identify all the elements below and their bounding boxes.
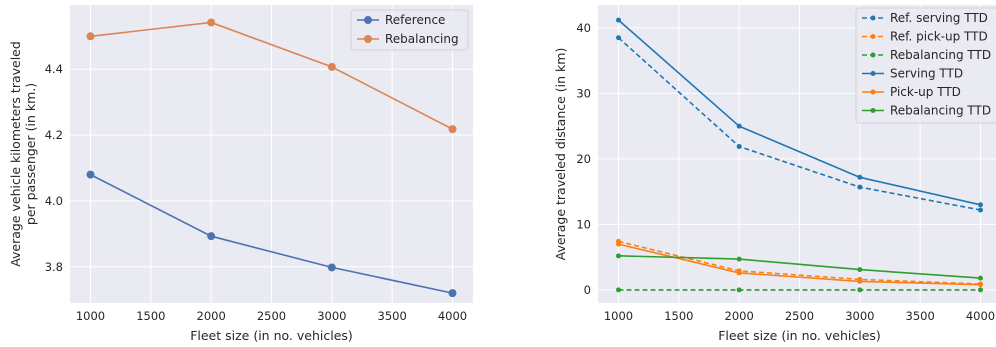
y-tick-label: 10	[576, 217, 591, 231]
x-tick-label: 2500	[785, 309, 814, 323]
legend-marker	[364, 35, 372, 43]
legend-label: Ref. serving TTD	[890, 11, 988, 25]
legend-marker	[871, 71, 876, 76]
chart-vkt-per-passenger: 3.8 4.0 4.2 4.4 1000 1500 2000 2500 3000 3500 400…	[8, 5, 473, 343]
legend-label: Rebalancing TTD	[890, 104, 991, 118]
y-tick-label: 40	[576, 21, 591, 35]
data-point	[978, 202, 983, 207]
data-point	[616, 287, 621, 292]
data-point	[448, 289, 456, 297]
x-ticks-left: 1000 1500 2000 2500 3000 3500 4000	[76, 309, 467, 323]
y-tick-label: 4.2	[45, 128, 63, 142]
data-point	[207, 232, 215, 240]
x-tick-label: 3000	[845, 309, 874, 323]
data-point	[857, 185, 862, 190]
data-point	[737, 287, 742, 292]
y-tick-label: 4.4	[45, 62, 63, 76]
y-tick-label: 4.0	[45, 194, 63, 208]
x-tick-label: 2000	[725, 309, 754, 323]
data-point	[448, 125, 456, 133]
data-point	[857, 175, 862, 180]
legend-label: Rebalancing TTD	[890, 48, 991, 62]
legend-marker	[364, 16, 372, 24]
x-tick-label: 2500	[257, 309, 286, 323]
y-ticks-right: 0 10 20 30 40	[576, 21, 591, 297]
y-tick-label: 20	[576, 152, 591, 166]
data-point	[857, 267, 862, 272]
legend-marker	[871, 90, 876, 95]
y-tick-label: 30	[576, 86, 591, 100]
x-tick-label: 1000	[76, 309, 105, 323]
data-point	[328, 63, 336, 71]
x-tick-label: 2000	[197, 309, 226, 323]
data-point	[857, 279, 862, 284]
x-tick-label: 4000	[438, 309, 467, 323]
data-point	[737, 257, 742, 262]
y-axis-label-left-line1: Average vehicle kilometers traveled	[8, 41, 23, 267]
legend-left: Reference Rebalancing	[351, 10, 468, 50]
legend-label: Pick-up TTD	[890, 85, 961, 99]
data-point	[616, 18, 621, 23]
data-point	[87, 32, 95, 40]
data-point	[328, 263, 336, 271]
legend-label: Rebalancing	[385, 32, 459, 46]
y-tick-label: 3.8	[45, 260, 63, 274]
legend-marker	[871, 53, 876, 58]
data-point	[978, 282, 983, 287]
data-point	[87, 171, 95, 179]
legend-marker	[871, 34, 876, 39]
legend-label: Reference	[385, 13, 445, 27]
data-point	[737, 270, 742, 275]
legend-label: Serving TTD	[890, 67, 963, 81]
x-tick-label: 3500	[378, 309, 407, 323]
data-point	[207, 18, 215, 26]
x-axis-label-left: Fleet size (in no. vehicles)	[190, 328, 353, 343]
data-point	[978, 276, 983, 281]
data-point	[737, 144, 742, 149]
y-axis-label-left-line2: per passenger (in km.)	[23, 83, 38, 225]
x-tick-label: 4000	[966, 309, 995, 323]
legend-label: Ref. pick-up TTD	[890, 30, 988, 44]
legend-marker	[871, 16, 876, 21]
data-point	[616, 253, 621, 258]
data-point	[616, 242, 621, 247]
y-ticks-left: 3.8 4.0 4.2 4.4	[45, 62, 63, 274]
x-tick-label: 1000	[604, 309, 633, 323]
x-tick-label: 1500	[136, 309, 165, 323]
legend-marker	[871, 108, 876, 113]
data-point	[737, 124, 742, 129]
x-tick-label: 1500	[664, 309, 693, 323]
x-axis-label-right: Fleet size (in no. vehicles)	[718, 328, 881, 343]
data-point	[616, 35, 621, 40]
legend-right: Ref. serving TTD Ref. pick-up TTD Rebalanc…	[856, 8, 996, 123]
x-tick-label: 3000	[317, 309, 346, 323]
data-point	[978, 207, 983, 212]
chart-traveled-distance: 0 10 20 30 40 1000 1500 2000 2500 3000 3500 4000 R…	[553, 5, 996, 343]
x-ticks-right: 1000 1500 2000 2500 3000 3500 4000	[604, 309, 995, 323]
data-point	[978, 287, 983, 292]
x-tick-label: 3500	[906, 309, 935, 323]
y-tick-label: 0	[584, 283, 591, 297]
data-point	[857, 287, 862, 292]
y-axis-label-right: Average traveled distance (in km)	[553, 48, 568, 261]
